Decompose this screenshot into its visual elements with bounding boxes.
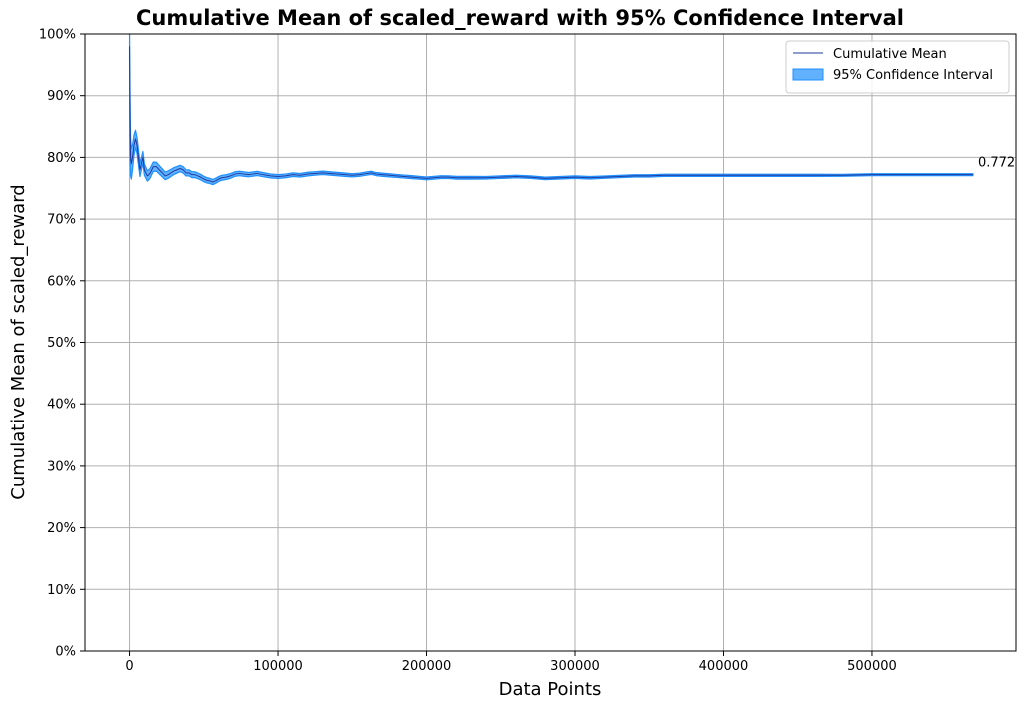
x-tick-label: 300000 (550, 659, 600, 674)
x-axis-label: Data Points (499, 679, 602, 700)
x-tick-label: 400000 (699, 659, 749, 674)
y-tick-label: 80% (47, 151, 76, 166)
y-axis: 0% 10% 20% 30% 40% 50% 60% 70% 80% 90% 100% (39, 28, 85, 660)
y-tick-label: 0% (55, 645, 76, 660)
x-axis: 0 100000 200000 300000 400000 500000 (125, 651, 897, 674)
y-tick-label: 40% (47, 398, 76, 413)
mean-line (129, 46, 973, 183)
x-tick-label: 100000 (253, 659, 303, 674)
confidence-band (128, 33, 974, 186)
chart-title: Cumulative Mean of scaled_reward with 95… (136, 6, 904, 30)
y-tick-label: 30% (47, 459, 76, 474)
x-tick-label: 500000 (847, 659, 897, 674)
y-tick-label: 10% (47, 583, 76, 598)
y-tick-label: 90% (47, 89, 76, 104)
y-tick-label: 50% (47, 336, 76, 351)
y-tick-label: 100% (39, 28, 76, 43)
y-axis-label: Cumulative Mean of scaled_reward (8, 184, 29, 499)
legend-label-ci: 95% Confidence Interval (833, 68, 993, 83)
legend-label-mean: Cumulative Mean (833, 47, 947, 62)
mean-line-layer (129, 46, 973, 183)
x-tick-label: 0 (125, 659, 133, 674)
final-value-label: 0.772 (978, 156, 1015, 171)
legend-swatch-ci (792, 68, 824, 81)
y-tick-label: 60% (47, 274, 76, 289)
grid (85, 33, 1016, 652)
legend: Cumulative Mean 95% Confidence Interval (785, 40, 1010, 94)
legend-box (785, 40, 1010, 94)
y-tick-label: 70% (47, 213, 76, 228)
x-tick-label: 200000 (402, 659, 452, 674)
annotations: 0.772 (978, 156, 1015, 171)
confidence-band-layer (128, 33, 974, 186)
y-tick-label: 20% (47, 521, 76, 536)
